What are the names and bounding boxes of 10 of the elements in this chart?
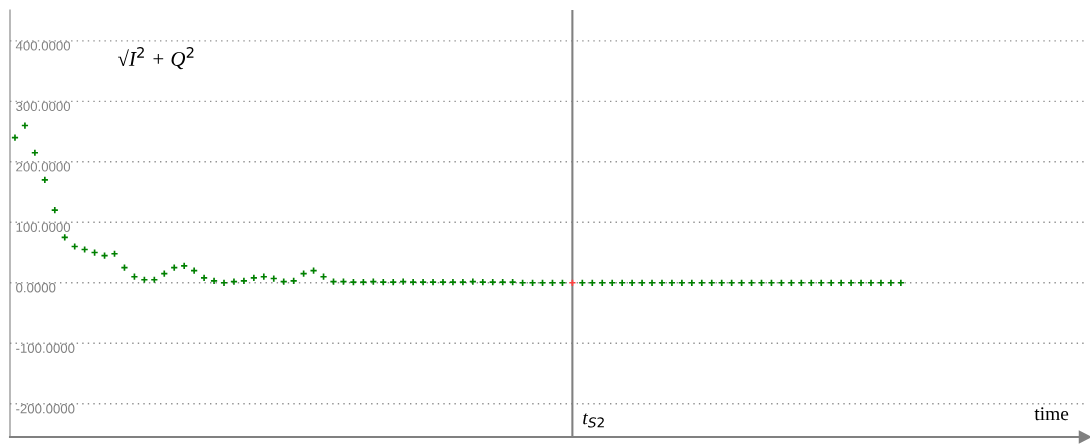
y-tick-label: 200.0000	[16, 162, 71, 172]
y-tick-label: -200.0000	[16, 404, 75, 414]
y-tick-label: 100.0000	[16, 222, 71, 232]
annotation: √I$^{2}$ + Q$^{2}$	[118, 46, 194, 70]
annotation: t$_{S2}$	[583, 413, 604, 428]
y-tick-label: -100.0000	[16, 343, 75, 353]
y-tick-label: 400.0000	[15, 41, 71, 51]
x-axis-title: time	[1034, 407, 1069, 421]
y-tick-label: 300.0000	[16, 101, 71, 112]
y-tick-label: 0.0000	[16, 283, 56, 293]
